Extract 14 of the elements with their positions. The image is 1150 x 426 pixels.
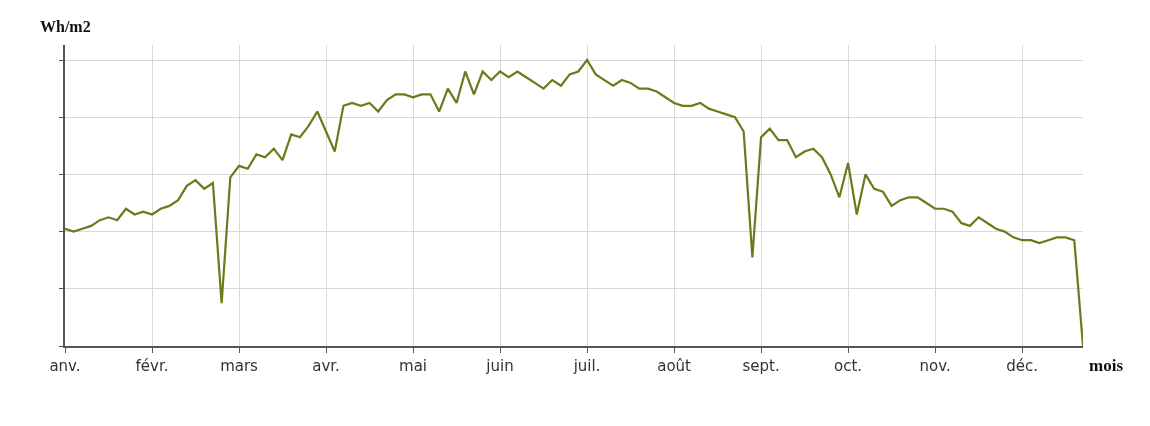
x-tick-label: août	[657, 357, 692, 375]
x-tick-label: mai	[399, 357, 428, 375]
x-tick-label: sept.	[742, 357, 780, 375]
x-tick-label: avr.	[312, 357, 340, 375]
x-tick-label: juil.	[572, 357, 601, 375]
x-tick-label: nov.	[919, 357, 951, 375]
x-tick-label: anv.	[49, 357, 81, 375]
x-axis-title: mois	[1089, 356, 1124, 375]
x-tick-label: oct.	[834, 357, 863, 375]
x-tick-label: févr.	[135, 357, 169, 375]
y-axis-title: Wh/m2	[40, 18, 91, 35]
x-tick-label: juin	[485, 357, 514, 375]
x-tick-label: mars	[220, 357, 259, 375]
x-tick-label: déc.	[1006, 357, 1038, 375]
